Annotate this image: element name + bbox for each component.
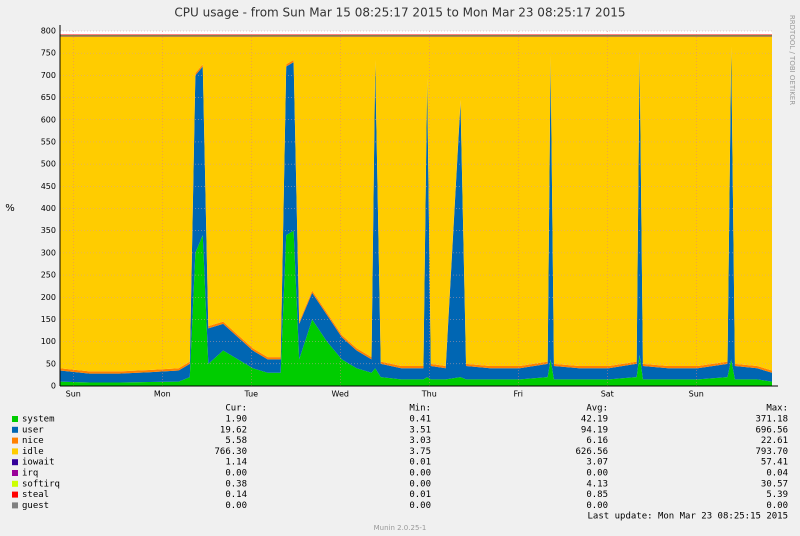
legend-swatch: [12, 480, 18, 487]
legend-stat: 0.85: [586, 490, 608, 500]
chart-title: CPU usage - from Sun Mar 15 08:25:17 201…: [174, 6, 625, 20]
legend-stat: 0.00: [225, 469, 247, 479]
legend-swatch: [12, 416, 18, 422]
area-user: [60, 48, 772, 383]
legend-stat: 0.00: [225, 501, 247, 511]
legend-label: user: [22, 425, 44, 435]
legend-swatch: [12, 459, 18, 466]
legend-stat: 0.00: [409, 469, 431, 479]
legend-stat: 0.01: [409, 490, 431, 500]
x-tick-label: Sat: [601, 390, 614, 399]
legend-stat: 94.19: [581, 425, 608, 435]
legend-label: idle: [22, 447, 44, 457]
y-tick-label: 250: [41, 271, 56, 280]
legend-stat: 0.00: [409, 501, 431, 511]
legend-stat: 793.70: [755, 447, 788, 457]
footer: Munin 2.0.25-1: [374, 524, 427, 532]
legend-swatch: [12, 437, 18, 444]
legend-stat: 3.51: [409, 425, 431, 435]
legend-stat: 0.04: [766, 469, 788, 479]
legend-stat: 766.30: [214, 447, 247, 457]
legend-stat: 371.18: [755, 415, 788, 425]
area-idle: [60, 36, 772, 372]
y-tick-label: 50: [46, 359, 56, 368]
y-axis-label: %: [5, 203, 15, 214]
last-update: Last update: Mon Mar 23 08:25:15 2015: [588, 512, 788, 522]
legend-stat: 0.41: [409, 415, 431, 425]
legend-stat: 0.01: [409, 458, 431, 468]
legend-label: irq: [22, 469, 38, 479]
legend-stat: 1.90: [225, 415, 247, 425]
legend-stat: 22.61: [761, 436, 788, 446]
legend-stat: 57.41: [761, 458, 788, 468]
legend-label: steal: [22, 490, 49, 500]
legend-stat: 3.03: [409, 436, 431, 446]
legend-stat: 3.75: [409, 447, 431, 457]
legend-label: iowait: [22, 458, 55, 468]
legend-header: Avg:: [586, 404, 608, 414]
legend-label: system: [22, 415, 55, 425]
x-tick-label: Mon: [154, 390, 171, 399]
legend-stat: 6.16: [586, 436, 608, 446]
legend-stat: 0.00: [586, 501, 608, 511]
x-tick-label: Thu: [421, 390, 437, 399]
x-tick-label: Wed: [332, 390, 349, 399]
y-tick-label: 800: [41, 27, 56, 36]
legend-stat: 5.39: [766, 490, 788, 500]
legend-stat: 0.00: [766, 501, 788, 511]
legend-stat: 3.07: [586, 458, 608, 468]
legend-stat: 42.19: [581, 415, 608, 425]
area-system: [60, 230, 772, 386]
legend-label: nice: [22, 436, 44, 446]
legend-stat: 0.00: [586, 469, 608, 479]
y-tick-label: 650: [41, 93, 56, 102]
legend-header: Min:: [409, 404, 431, 414]
y-tick-label: 350: [41, 226, 56, 235]
y-tick-label: 600: [41, 115, 56, 124]
x-tick-label: Fri: [514, 390, 524, 399]
legend-stat: 696.56: [755, 425, 788, 435]
y-tick-label: 200: [41, 293, 56, 302]
legend-swatch: [12, 426, 18, 433]
y-tick-label: 400: [41, 204, 56, 213]
legend-stat: 30.57: [761, 479, 788, 489]
x-tick-label: Sun: [689, 390, 704, 399]
legend-header: Cur:: [225, 404, 247, 414]
legend-label: softirq: [22, 479, 60, 489]
legend-swatch: [12, 470, 18, 476]
legend-stat: 5.58: [225, 436, 247, 446]
legend-label: guest: [22, 501, 49, 511]
legend-stat: 1.14: [225, 458, 247, 468]
y-tick-label: 150: [41, 315, 56, 324]
area-iowait: [60, 35, 772, 37]
x-tick-label: Tue: [243, 390, 258, 399]
legend-stat: 0.38: [225, 479, 247, 489]
y-tick-label: 0: [51, 382, 56, 391]
y-tick-label: 300: [41, 248, 56, 257]
y-tick-label: 100: [41, 337, 56, 346]
legend-swatch: [12, 502, 18, 509]
x-tick-label: Sun: [66, 390, 81, 399]
legend-stat: 0.14: [225, 490, 247, 500]
legend-header: Max:: [766, 404, 788, 414]
legend-swatch: [12, 491, 18, 498]
side-text: RRDTOOL / TOBI OETIKER: [788, 15, 796, 105]
legend-swatch: [12, 448, 18, 455]
y-tick-label: 750: [41, 49, 56, 58]
y-tick-label: 500: [41, 160, 56, 169]
y-tick-label: 550: [41, 137, 56, 146]
legend-stat: 4.13: [586, 479, 608, 489]
y-tick-label: 450: [41, 182, 56, 191]
legend-stat: 0.00: [409, 479, 431, 489]
legend-stat: 19.62: [220, 425, 247, 435]
legend-stat: 626.56: [575, 447, 608, 457]
y-tick-label: 700: [41, 71, 56, 80]
